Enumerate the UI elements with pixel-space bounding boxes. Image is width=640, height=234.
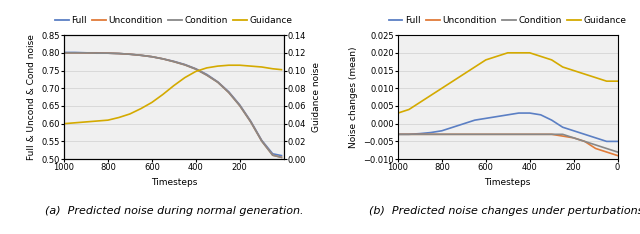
Y-axis label: Guidance noise: Guidance noise: [312, 62, 321, 132]
X-axis label: Timesteps: Timesteps: [484, 178, 531, 187]
Y-axis label: Noise changes (mean): Noise changes (mean): [349, 46, 358, 148]
Legend: Full, Uncondition, Condition, Guidance: Full, Uncondition, Condition, Guidance: [51, 12, 296, 29]
Legend: Full, Uncondition, Condition, Guidance: Full, Uncondition, Condition, Guidance: [385, 12, 630, 29]
X-axis label: Timesteps: Timesteps: [150, 178, 197, 187]
Text: (b)  Predicted noise changes under perturbations.: (b) Predicted noise changes under pertur…: [369, 206, 640, 216]
Text: (a)  Predicted noise during normal generation.: (a) Predicted noise during normal genera…: [45, 206, 303, 216]
Y-axis label: Full & Uncond & Cond noise: Full & Uncond & Cond noise: [27, 34, 36, 160]
